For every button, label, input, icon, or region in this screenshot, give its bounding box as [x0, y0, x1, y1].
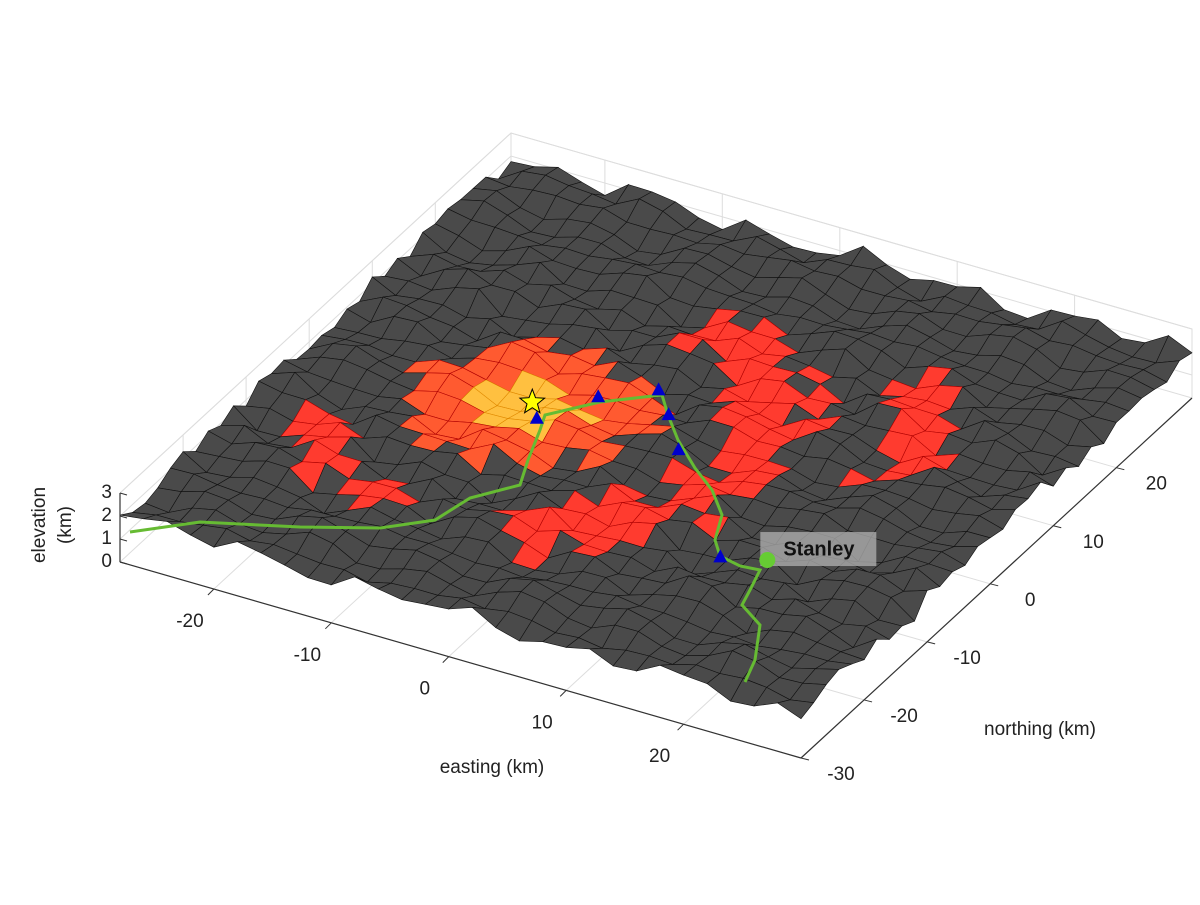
z-tick [119, 515, 128, 519]
road [129, 393, 763, 683]
y-tick [990, 583, 999, 587]
x-tick [559, 690, 567, 697]
town-label: Stanley [783, 538, 855, 560]
x-tick [442, 656, 450, 663]
x-tick-label: -10 [294, 645, 321, 666]
x-tick-label: 0 [419, 679, 430, 700]
y-axis-label: northing (km) [984, 719, 1096, 740]
station-marker [713, 549, 728, 563]
z-tick-label: 3 [101, 482, 112, 503]
x-tick [324, 622, 332, 630]
z-tick-label: 1 [101, 528, 112, 549]
x-tick [677, 723, 684, 731]
z-tick [119, 538, 128, 542]
town-label-box [760, 532, 877, 567]
station-marker [661, 407, 676, 421]
station-marker [529, 410, 544, 424]
station-marker [591, 389, 606, 403]
y-tick [1053, 525, 1062, 529]
y-tick [927, 641, 936, 645]
y-tick-label: -10 [953, 648, 980, 669]
z-tick-label: 0 [101, 551, 112, 572]
y-tick-label: -30 [827, 764, 854, 785]
x-axis-label: easting (km) [440, 757, 545, 778]
axis-line [800, 397, 1193, 759]
z-axis-label: elevation [29, 487, 50, 563]
x-tick-label: 10 [532, 712, 553, 733]
x-tick-label: 20 [649, 746, 670, 767]
y-tick-label: -20 [890, 706, 917, 727]
markers: Stanley [518, 382, 877, 569]
y-tick-label: 0 [1025, 590, 1036, 611]
station-marker [671, 442, 686, 456]
terrain-surface [119, 161, 1193, 720]
station-marker [651, 382, 666, 396]
terrain-cell [776, 699, 815, 720]
y-tick [800, 757, 810, 761]
y-tick-label: 20 [1146, 474, 1167, 495]
z-tick-label: 2 [101, 505, 112, 526]
y-tick [863, 699, 873, 703]
x-tick-label: -20 [176, 611, 203, 632]
axis-line [119, 561, 802, 759]
y-tick [1116, 467, 1125, 471]
z-tick [119, 561, 128, 565]
y-tick-label: 10 [1083, 532, 1104, 553]
z-axis-label: (km) [55, 506, 76, 544]
x-tick [207, 588, 215, 596]
vent-marker [518, 387, 546, 414]
axes-box-edge [119, 132, 1193, 494]
z-tick [119, 492, 128, 496]
town-marker [759, 552, 776, 569]
